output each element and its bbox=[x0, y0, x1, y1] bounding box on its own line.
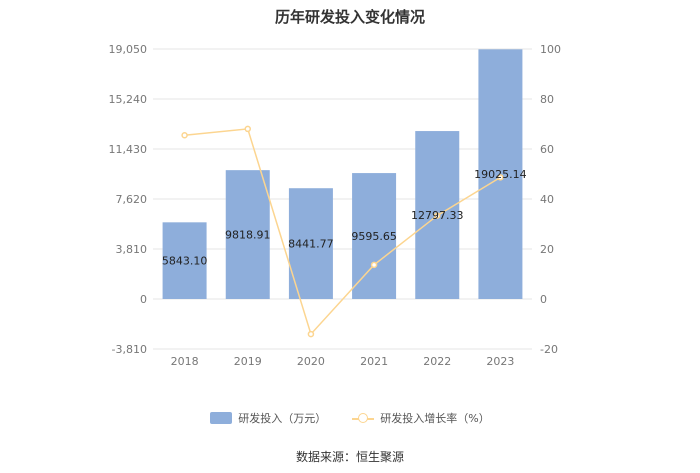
y-left-tick-label: 15,240 bbox=[109, 93, 148, 106]
x-tick-label: 2023 bbox=[486, 355, 514, 368]
y-left-tick-label: -3,810 bbox=[112, 343, 147, 356]
y-right-tick-label: 20 bbox=[540, 243, 554, 256]
y-right-tick-label: 40 bbox=[540, 193, 554, 206]
growth-line bbox=[184, 128, 501, 336]
x-tick-label: 2022 bbox=[423, 355, 451, 368]
x-tick-label: 2018 bbox=[171, 355, 199, 368]
legend-bar-swatch bbox=[210, 412, 233, 424]
x-tick-label: 2020 bbox=[297, 355, 325, 368]
bar-value-label: 12797.33 bbox=[411, 209, 464, 222]
growth-point bbox=[370, 261, 378, 269]
bar bbox=[288, 188, 333, 299]
bar-value-label: 9595.65 bbox=[351, 230, 397, 243]
y-right-tick-label: 0 bbox=[540, 293, 547, 306]
bar bbox=[162, 222, 207, 299]
bar bbox=[352, 173, 397, 299]
y-right-tick-label: 100 bbox=[540, 43, 561, 56]
bar-value-label: 5843.10 bbox=[162, 255, 208, 268]
y-right-tick-label: -20 bbox=[540, 343, 558, 356]
x-tick-label: 2021 bbox=[360, 355, 388, 368]
chart-legend: 研发投入（万元） 研发投入增长率（%） bbox=[0, 410, 700, 426]
x-tick-label: 2019 bbox=[234, 355, 262, 368]
legend-item-line[interactable]: 研发投入增长率（%） bbox=[352, 410, 490, 426]
bar-value-label: 8441.77 bbox=[288, 238, 334, 251]
combo-chart: -3,810 0 3,810 7,620 11,430 15,240 19,050 -20 0 2… bbox=[109, 43, 562, 368]
growth-point bbox=[181, 132, 188, 139]
y-left-tick-label: 11,430 bbox=[109, 143, 148, 156]
legend-bar-label: 研发投入（万元） bbox=[238, 412, 327, 425]
growth-point bbox=[434, 212, 441, 219]
y-left-tick-label: 0 bbox=[140, 293, 147, 306]
growth-point bbox=[307, 330, 315, 338]
y-left-tick-label: 7,620 bbox=[116, 193, 148, 206]
y-right-tick-label: 80 bbox=[540, 93, 554, 106]
growth-point bbox=[497, 174, 504, 181]
bar-value-label: 9818.91 bbox=[225, 229, 271, 242]
y-right-tick-label: 60 bbox=[540, 143, 554, 156]
y-left-tick-label: 3,810 bbox=[116, 243, 148, 256]
growth-point bbox=[244, 125, 251, 133]
legend-line-label: 研发投入增长率（%） bbox=[380, 412, 490, 425]
legend-item-bar[interactable]: 研发投入（万元） bbox=[210, 410, 326, 426]
chart-title: 历年研发投入变化情况 bbox=[274, 8, 425, 26]
y-left-tick-label: 19,050 bbox=[109, 43, 148, 56]
legend-line-swatch bbox=[352, 412, 375, 424]
data-source: 数据来源：恒生聚源 bbox=[295, 450, 404, 464]
bar-value-label: 19025.14 bbox=[474, 168, 527, 181]
bar bbox=[225, 170, 270, 299]
